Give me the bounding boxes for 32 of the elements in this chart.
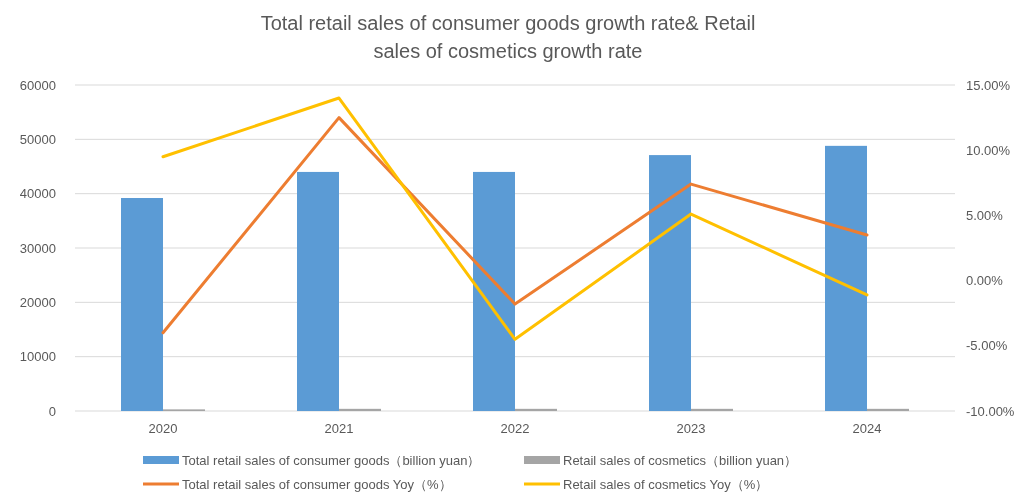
legend-label: Total retail sales of consumer goods（billion yuan） (182, 452, 481, 468)
legend-label: Retail sales of cosmetics Yoy（%） (563, 476, 769, 492)
y-tick-label: 40000 (19, 186, 56, 202)
y-tick-label: 10000 (19, 349, 56, 365)
bar (649, 155, 691, 411)
bar (473, 171, 515, 411)
y-tick-label: 20000 (19, 294, 56, 310)
bar (339, 408, 381, 411)
x-tick-label: 2022 (500, 421, 530, 436)
y2-tick-label: 15.00% (966, 77, 1011, 93)
x-tick-label: 2024 (852, 421, 882, 436)
y-tick-label: 60000 (19, 77, 56, 93)
y-tick-label: 50000 (19, 131, 56, 147)
y2-tick-label: -5.00% (966, 338, 1008, 354)
y-tick-label: 30000 (19, 240, 56, 256)
bar (515, 408, 557, 411)
y2-tick-label: 5.00% (966, 207, 1004, 223)
chart-title: Total retail sales of consumer goods growth rate& Retail sales of cosmetics growth rate (260, 12, 756, 62)
bar (121, 198, 163, 411)
y2-tick-label: 0.00% (966, 273, 1004, 289)
x-tick-label: 2021 (324, 421, 354, 436)
bar (297, 171, 339, 411)
bar (825, 145, 867, 411)
legend-label: Total retail sales of consumer goods Yoy（%） (182, 476, 452, 492)
bar (867, 408, 909, 411)
y2-tick-label: 10.00% (966, 142, 1011, 158)
x-tick-label: 2023 (676, 421, 706, 436)
y2-tick-label: -10.00% (966, 403, 1015, 419)
x-tick-label: 2020 (148, 421, 178, 436)
y-tick-label: 0 (48, 403, 56, 419)
legend-label: Retail sales of cosmetics（billion yuan） (563, 452, 798, 468)
bar (691, 408, 733, 411)
